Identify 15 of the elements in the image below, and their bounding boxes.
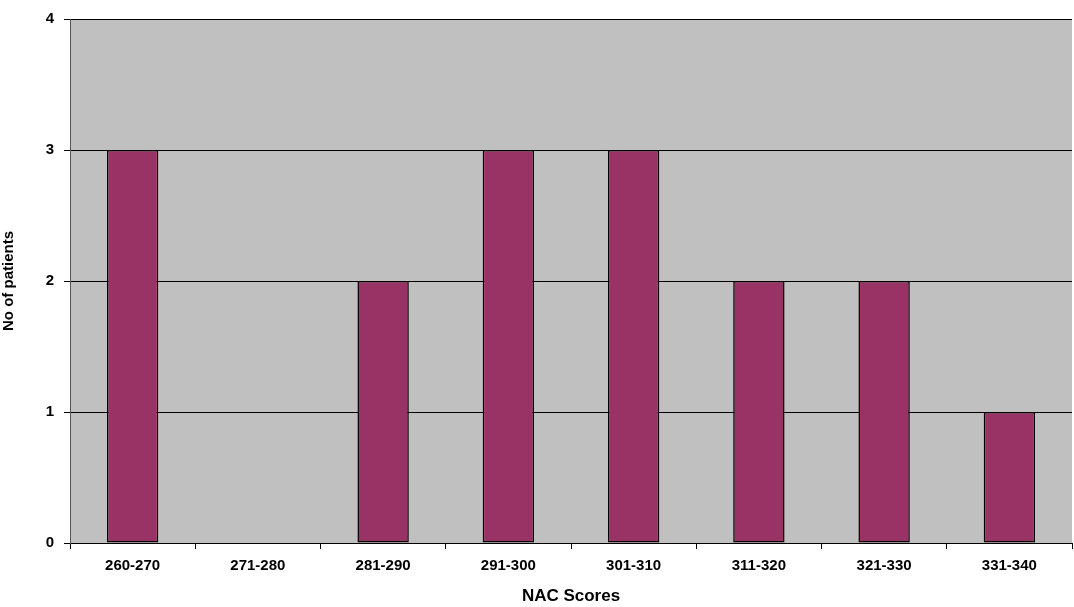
x-tick-label: 260-270 (105, 556, 161, 574)
x-tick-label: 311-320 (731, 556, 786, 574)
x-tick-label: 291-300 (480, 556, 536, 574)
y-tick-label: 1 (45, 402, 54, 420)
x-tick-label: 271-280 (230, 556, 286, 574)
x-tick-label: 321-330 (856, 556, 912, 574)
y-tick-label: 0 (45, 533, 54, 551)
y-tick-label: 4 (45, 9, 55, 27)
y-tick-label: 3 (45, 140, 54, 158)
y-axis-title: No of patients (0, 231, 17, 331)
x-tick-label: 281-290 (355, 556, 411, 574)
x-tick-label: 301-310 (606, 556, 662, 574)
y-tick-label: 2 (45, 271, 54, 289)
x-tick-label: 331-340 (981, 556, 1037, 574)
x-axis-title: NAC Scores (521, 586, 621, 606)
